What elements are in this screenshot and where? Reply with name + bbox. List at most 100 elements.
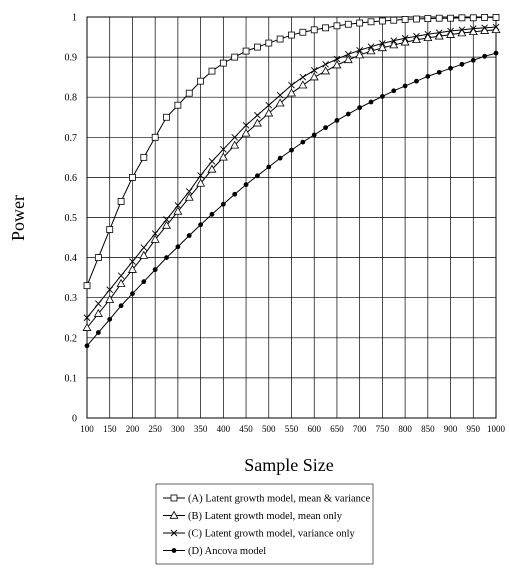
series-b-point [264,108,274,117]
series-b-point [93,308,103,317]
series-a-point [322,24,329,32]
series-a-point [265,39,273,47]
series-a-point [367,18,375,26]
x-tick-label: 500 [262,424,276,434]
y-axis-title: Power [8,195,28,241]
series-b-point [127,264,137,273]
series-c-point [265,101,273,109]
series-a-point [299,28,307,36]
series-c-point [140,244,148,251]
series-a-point [197,77,205,85]
series-a-point [333,22,341,30]
x-tick-label: 900 [444,424,458,434]
x-tick-label: 100 [80,424,94,434]
y-tick-label: 0.5 [65,213,78,224]
series-b-point [411,35,421,44]
y-tick-label: 0.4 [65,253,78,264]
series-b-point [105,294,115,303]
legend-label-series-a: (A) Latent growth model, mean & variance [188,494,371,505]
series-c-point [344,50,352,58]
series-c-point [413,32,420,40]
series-a-point [492,14,500,21]
series-d-point [243,182,249,188]
series-d-point [345,111,351,117]
series-b-point [389,40,399,49]
x-tick-label: 250 [148,424,162,434]
x-tick-label: 950 [467,424,481,434]
series-a-point [378,17,386,25]
series-c-point [322,60,329,68]
y-tick-label: 0.2 [65,333,78,344]
series-a-point [413,15,420,23]
series-a-point [117,198,125,205]
series-c-point [208,158,216,165]
series-a-point [310,26,318,34]
series-d-point [118,303,124,309]
series-d-point [175,244,181,250]
series-c-point [356,46,363,54]
series-a-point [94,254,102,262]
series-b-point [446,29,456,38]
series-a-point [469,14,477,22]
series-d-point [266,164,272,170]
series-b-point [275,98,285,107]
series-a-point [344,20,352,28]
series-a-point [254,43,261,51]
series-a-point [106,226,114,233]
series-d-point [448,65,453,71]
series-d-point [130,291,135,297]
series-d-point [482,53,488,59]
series-d-point [141,279,147,285]
series-d-point [107,316,113,322]
series-b-point [434,31,444,40]
y-axis-ticks: 0 0.1 0.2 0.3 0.4 0.5 0.6 0.7 0.8 0.9 1 [65,13,78,425]
series-b-point [116,278,126,287]
series-a-point [163,113,170,121]
series-b-point [196,178,206,187]
y-tick-label: 0 [72,414,77,425]
legend-marker-series-c [170,529,178,537]
series-b-point [423,33,433,42]
x-tick-label: 200 [126,424,140,434]
series-c-point [220,146,227,153]
series-b-point [332,60,342,69]
legend: (A) Latent growth model, mean & variance… [155,483,374,565]
series-c-point [379,40,386,47]
x-tick-label: 850 [421,424,435,434]
legend-marker-series-b [169,510,179,519]
x-tick-label: 350 [194,424,208,434]
series-d-point [300,139,306,145]
series-d-point [493,50,499,56]
legend-marker-series-a [170,494,178,502]
series-a-point [219,59,227,67]
x-tick-label: 800 [398,424,412,434]
series-b-point [321,66,331,75]
y-tick-label: 0.1 [65,373,78,384]
series-d-point [368,99,374,105]
series-d-point [255,173,260,179]
series-a-point [288,31,295,39]
x-tick-label: 600 [307,424,321,434]
series-c-point [435,29,443,36]
series-d-point [323,125,328,131]
series-d-point [357,105,363,111]
series-d-point [220,201,226,207]
series-c-point [231,133,239,141]
series-a-point [401,16,409,23]
series-c-point [83,314,91,322]
series-b-point [366,46,376,55]
series-c-point [151,230,159,237]
series-d-point [84,343,90,349]
series-d-point [164,255,169,260]
x-tick-label: 400 [217,424,231,434]
series-c-point [174,202,182,209]
series-a-point [458,14,466,22]
series-c-point [447,27,454,35]
series-d-point [391,88,397,94]
series-d-point [425,73,431,79]
series-d-point [152,267,158,273]
series-b-point [173,206,183,215]
series-c-point [481,24,488,32]
series-b-point [287,88,296,97]
series-a-point [435,14,443,22]
